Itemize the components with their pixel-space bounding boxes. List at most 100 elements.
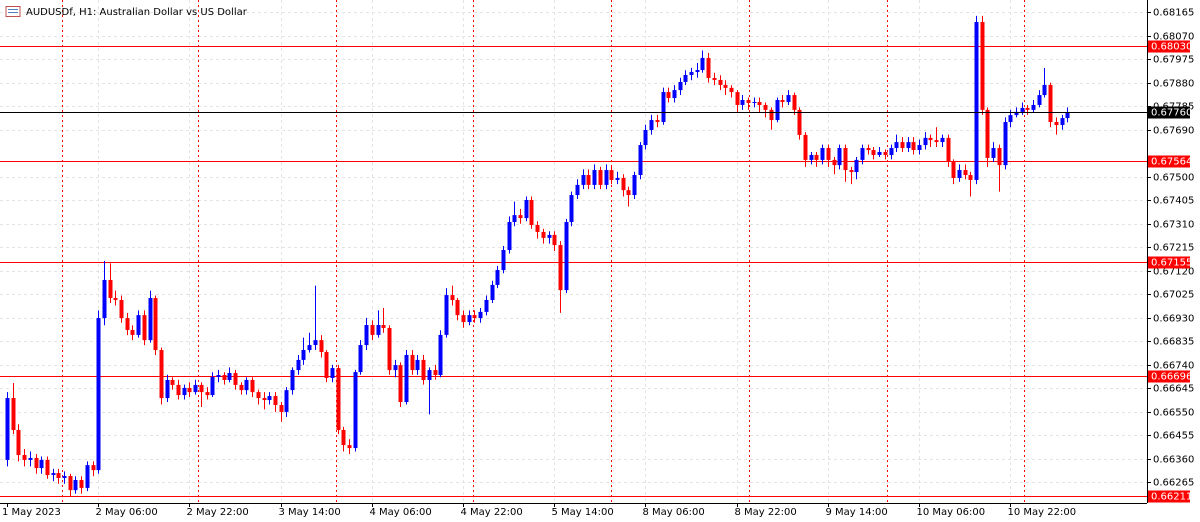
candle-body (820, 148, 825, 160)
candle-body (142, 315, 147, 341)
candle-body (934, 140, 939, 143)
y-tick-label: 0.66740 (1153, 361, 1194, 372)
x-tick-label: 3 May 14:00 (279, 507, 341, 518)
level-label: 0.66211 (1151, 492, 1192, 503)
x-tick-label: 2 May 22:00 (187, 507, 249, 518)
candle-body (148, 298, 153, 341)
candle-body (296, 359, 301, 371)
candle-body (564, 222, 569, 291)
candle-body (1014, 111, 1019, 116)
candle-body (113, 298, 118, 301)
candle-body (615, 177, 620, 180)
candle-body (849, 170, 854, 173)
candle-body (592, 170, 597, 185)
candle-body (683, 75, 688, 82)
level-label: 0.67155 (1151, 258, 1192, 269)
candle-body (712, 77, 717, 80)
candle-body (398, 365, 403, 403)
candle-body (524, 200, 529, 219)
candle-body (769, 109, 774, 121)
candle-body (558, 245, 563, 291)
candle-body (319, 340, 324, 353)
candle-body (604, 170, 609, 185)
candle-body (39, 459, 44, 469)
candle-body (695, 70, 700, 73)
candle-body (467, 315, 472, 323)
candle-body (837, 148, 842, 166)
candle-body (273, 396, 278, 405)
y-tick-label: 0.66930 (1153, 314, 1194, 325)
y-tick-label: 0.66645 (1153, 384, 1194, 395)
candle-body (336, 368, 341, 430)
candle-body (262, 398, 267, 401)
candle-body (45, 459, 50, 476)
candle-body (153, 298, 158, 351)
candle-body (490, 284, 495, 301)
y-tick-label: 0.67975 (1153, 55, 1194, 66)
x-tick-label: 8 May 06:00 (643, 507, 705, 518)
candle-body (1054, 122, 1059, 126)
candle-body (655, 120, 660, 123)
candle-body (643, 129, 648, 146)
candle-body (803, 134, 808, 160)
candle-body (792, 95, 797, 110)
candle-body (187, 387, 192, 393)
y-tick-label: 0.67310 (1153, 220, 1194, 231)
candle-body (182, 387, 187, 396)
candle-body (906, 142, 911, 149)
candle-body (313, 340, 318, 346)
candle-body (130, 329, 135, 335)
candle-body (330, 368, 335, 378)
y-tick-label: 0.67500 (1153, 173, 1194, 184)
candle-body (507, 222, 512, 251)
candle-body (79, 479, 84, 488)
candle-body (199, 384, 204, 393)
level-label-box (1148, 155, 1190, 168)
candle-body (974, 22, 979, 180)
candle-body (826, 148, 831, 160)
candle-body (883, 151, 888, 155)
candle-body (68, 476, 73, 491)
candle-body (455, 300, 460, 316)
candle-body (421, 359, 426, 380)
y-tick-label: 0.68070 (1153, 32, 1194, 43)
candle-body (1037, 95, 1042, 105)
candle-body (433, 370, 438, 376)
candle-body (917, 145, 922, 151)
candle-body (598, 170, 603, 185)
x-tick-label: 1 May 2023 (2, 507, 61, 518)
candle-body (575, 184, 580, 196)
candle-body (301, 350, 306, 360)
candle-body (1048, 84, 1053, 123)
grid (0, 0, 1147, 503)
candle-body (1020, 107, 1025, 112)
candle-body (678, 81, 683, 91)
candle-body (723, 84, 728, 88)
candle-body (393, 365, 398, 371)
candle-body (1042, 84, 1047, 96)
candle-body (256, 392, 261, 399)
candle-body (119, 300, 124, 319)
candle-body (364, 325, 369, 346)
candle-body (250, 379, 255, 393)
candle-body (894, 142, 899, 149)
candle-body (871, 150, 876, 155)
candle-body (5, 398, 10, 460)
candle-body (267, 396, 272, 401)
candle-body (450, 295, 455, 301)
candle-body (279, 404, 284, 412)
candle-body (666, 92, 671, 99)
candle-body (854, 159, 859, 173)
x-tick-label: 2 May 06:00 (96, 507, 158, 518)
candle-body (512, 215, 517, 223)
candle-body (438, 334, 443, 376)
candle-body (609, 170, 614, 180)
candle-body (746, 100, 751, 103)
candle-body (56, 473, 61, 478)
candle-body (347, 445, 352, 449)
candle-body (700, 57, 705, 71)
y-tick-label: 0.66360 (1153, 455, 1194, 466)
candle-body (233, 373, 238, 385)
